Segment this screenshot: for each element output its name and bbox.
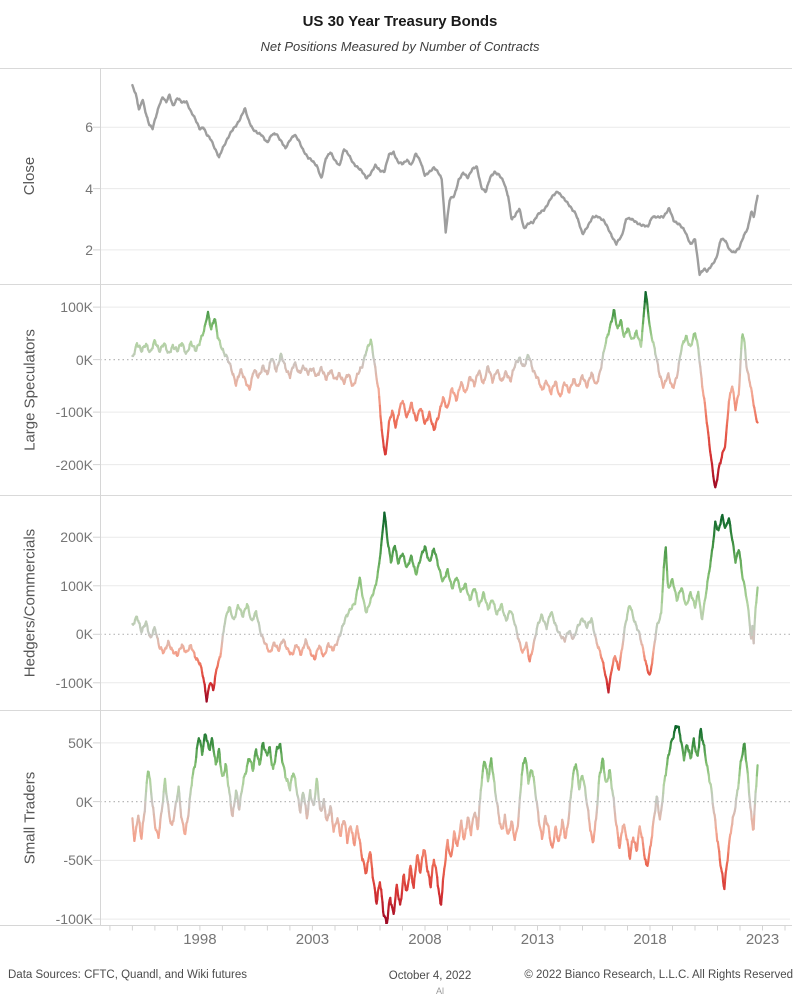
footer-date: October 4, 2022: [388, 970, 472, 982]
y-axis-label-hedgers-commercials: Hedgers/Commercials: [21, 528, 38, 677]
x-tick-label-2008: 2008: [408, 931, 442, 948]
x-tick-label-2023: 2023: [745, 931, 780, 948]
x-tick-label-2003: 2003: [295, 931, 330, 948]
y-tick-label-hedgers-commercials: 200K: [60, 529, 93, 546]
y-tick-label-close: 2: [85, 241, 93, 258]
y-tick-label-large-speculators: 100K: [60, 299, 93, 316]
y-tick-label-close: 6: [85, 119, 93, 136]
y-tick-label-small-traders: -50K: [63, 852, 93, 869]
y-tick-label-small-traders: 0K: [75, 793, 93, 810]
footer-copyright: © 2022 Bianco Research, L.L.C. All Right…: [524, 969, 793, 981]
y-tick-label-small-traders: 50K: [68, 734, 93, 751]
y-tick-label-large-speculators: -100K: [55, 404, 93, 421]
x-tick-label-2018: 2018: [633, 931, 667, 948]
x-tick-label-2013: 2013: [520, 931, 555, 948]
page-title: US 30 Year Treasury Bonds: [302, 13, 498, 30]
y-axis-label-large-speculators: Large Speculators: [21, 328, 38, 451]
y-axis-label-small-traders: Small Traders: [21, 771, 38, 864]
y-tick-label-large-speculators: -200K: [55, 456, 93, 473]
footer-watermark: Al: [435, 986, 444, 996]
y-tick-label-hedgers-commercials: 100K: [60, 577, 93, 594]
y-tick-label-hedgers-commercials: 0K: [75, 626, 93, 643]
y-tick-label-close: 4: [85, 180, 93, 197]
y-tick-label-small-traders: -100K: [55, 911, 93, 928]
y-tick-label-hedgers-commercials: -100K: [55, 674, 93, 691]
page-subtitle: Net Positions Measured by Number of Cont…: [260, 39, 540, 54]
y-axis-label-close: Close: [21, 156, 38, 196]
x-tick-label-1998: 1998: [183, 931, 217, 948]
y-tick-label-large-speculators: 0K: [75, 351, 93, 368]
footer-data-sources: Data Sources: CFTC, Quandl, and Wiki fut…: [8, 969, 248, 981]
